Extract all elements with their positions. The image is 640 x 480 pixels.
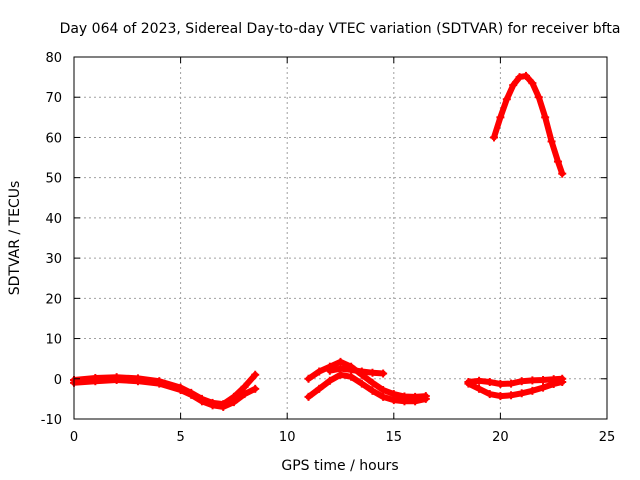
y-tick-label: 70 [45,91,62,106]
data-point [558,377,567,386]
series-arc-4 [491,72,566,177]
data-point [304,374,313,383]
data-point [357,367,366,376]
data-point [490,133,499,142]
plot-frame [73,56,608,420]
y-tick-label: 10 [45,333,62,348]
data-point [357,379,366,388]
data-point [485,377,494,386]
data-point [553,157,562,166]
x-tick-label: 25 [599,430,616,445]
data-point [485,390,494,399]
data-point [464,379,473,388]
data-point [475,376,484,385]
data-point [528,376,537,385]
data-point [558,169,567,178]
data-point [411,397,420,406]
grid [74,57,607,419]
data-point [507,391,516,400]
data-point [336,364,345,373]
data-point [502,95,511,104]
data-point [112,375,121,384]
y-tick-label: 0 [54,373,62,388]
data-point [541,113,550,122]
axis-ticks: 0 5 10 15 20 25 -10 0 10 20 30 40 50 60 70 80 [41,51,616,445]
data-point [368,368,377,377]
data-point [509,81,518,90]
x-axis-label: GPS time / hours [281,458,398,474]
data-point [229,398,238,407]
x-tick-label: 0 [70,430,78,445]
data-point [517,377,526,386]
y-tick-label: 40 [45,212,62,227]
data-point [547,137,556,146]
data-point [368,386,377,395]
data-point [325,366,334,375]
data-point [155,379,164,388]
y-tick-label: 20 [45,292,62,307]
x-tick-label: 15 [386,430,403,445]
data-point [379,386,388,395]
chart-title: Day 064 of 2023, Sidereal Day-to-day VTE… [60,21,621,37]
data-point [475,384,484,393]
y-tick-label: 60 [45,131,62,146]
series-arc-3-lower [465,379,566,400]
data-point [208,401,217,410]
y-tick-label: -10 [41,413,62,428]
series-arc-3-upper [465,375,566,387]
data-point [507,379,516,388]
data-point [528,386,537,395]
data-point [251,384,260,393]
x-tick-label: 20 [492,430,509,445]
data-point [421,394,430,403]
data-point [347,372,356,381]
data-point [496,113,505,122]
data-point [315,384,324,393]
data-point [315,367,324,376]
data-point [304,392,313,401]
y-tick-label: 80 [45,51,62,66]
data-point [389,396,398,405]
data-series [70,71,567,411]
data-point [539,375,548,384]
data-point [517,389,526,398]
data-point [187,390,196,399]
data-point [347,365,356,374]
data-point [91,377,100,386]
x-tick-label: 5 [176,430,184,445]
data-point [336,357,345,366]
series-arc-1-lower [71,377,259,410]
data-point [496,392,505,401]
data-point [379,369,388,378]
data-point [240,390,249,399]
data-point [251,370,260,379]
data-point [176,386,185,395]
data-point [368,378,377,387]
data-point [515,73,524,82]
data-point [496,380,505,389]
data-point [549,380,558,389]
data-point [133,377,142,386]
y-tick-label: 50 [45,172,62,187]
data-point [197,397,206,406]
data-point [534,93,543,102]
data-point [379,392,388,401]
data-point [325,376,334,385]
data-point [240,382,249,391]
x-tick-label: 10 [279,430,296,445]
y-tick-label: 30 [45,252,62,267]
data-point [219,402,228,411]
data-point [400,397,409,406]
data-point [539,383,548,392]
data-point [528,79,537,88]
y-axis-label: SDTVAR / TECUs [7,181,23,296]
data-point [521,71,530,80]
